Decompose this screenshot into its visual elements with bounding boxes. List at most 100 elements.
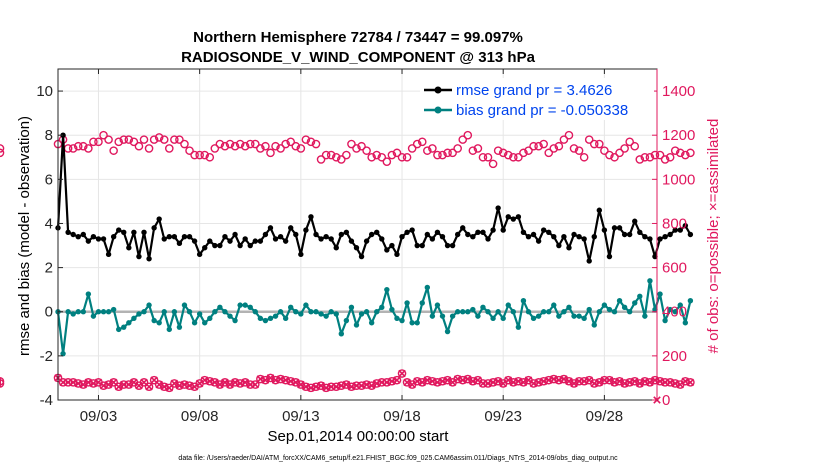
bias-point bbox=[470, 306, 476, 313]
obs-possible-point bbox=[595, 139, 604, 149]
x-stroke bbox=[398, 369, 406, 378]
obs-possible-point bbox=[686, 148, 695, 158]
obs-possible-point bbox=[301, 135, 311, 144]
obs-possible-point bbox=[574, 146, 584, 155]
legend-rmse-marker bbox=[434, 86, 442, 94]
right-tick-label: 800 bbox=[662, 215, 687, 232]
obs-possible-point bbox=[190, 150, 199, 160]
obs-possible-point bbox=[225, 139, 235, 149]
obs-possible-point bbox=[681, 150, 690, 160]
obs-possible-point bbox=[402, 152, 412, 162]
obs-possible-point bbox=[245, 139, 255, 149]
bias-point bbox=[181, 302, 188, 308]
rmse-point bbox=[642, 234, 648, 240]
x-stroke bbox=[565, 377, 573, 386]
obs-possible-point bbox=[625, 137, 634, 147]
rmse-point bbox=[510, 216, 517, 222]
rmse-point bbox=[465, 231, 471, 238]
obs-possible-point bbox=[256, 144, 265, 153]
bias-point bbox=[576, 313, 582, 319]
x-stroke bbox=[342, 380, 351, 389]
rmse-point bbox=[363, 238, 370, 244]
data-file-footnote: data file: /Users/raeder/DAI/ATM_forcXX/… bbox=[178, 455, 618, 462]
rmse-point bbox=[515, 214, 522, 220]
obs-possible-point bbox=[529, 141, 538, 151]
obs-possible-point bbox=[423, 146, 432, 155]
left-tick-label: 4 bbox=[45, 215, 53, 232]
bias-point bbox=[368, 320, 375, 326]
bias-point bbox=[217, 304, 223, 311]
obs-possible-point bbox=[357, 141, 366, 151]
obs-possible-point bbox=[635, 155, 645, 164]
rmse-point bbox=[576, 234, 582, 240]
bias-point bbox=[616, 298, 623, 304]
rmse-point bbox=[257, 238, 264, 244]
rmse-point bbox=[75, 234, 81, 240]
obs-possible-point bbox=[114, 137, 124, 147]
obs-possible-point bbox=[165, 144, 174, 153]
obs-possible-point bbox=[0, 144, 5, 153]
obs-possible-point bbox=[514, 152, 523, 162]
rmse-point bbox=[151, 225, 157, 231]
rmse-point bbox=[540, 227, 547, 233]
bias-point bbox=[454, 309, 461, 315]
bias-point bbox=[682, 320, 689, 326]
right-tick-label: 0 bbox=[662, 392, 670, 409]
bias-point bbox=[308, 309, 314, 315]
obs-assimilated-circle bbox=[392, 375, 402, 385]
obs-possible-point bbox=[665, 152, 675, 162]
rmse-point bbox=[227, 238, 233, 244]
obs-assimilated-circle bbox=[326, 382, 336, 392]
obs-possible-point bbox=[600, 146, 609, 155]
obs-possible-point bbox=[498, 148, 508, 158]
obs-possible-point bbox=[569, 144, 579, 153]
x-stroke bbox=[317, 381, 325, 390]
rmse-point bbox=[424, 231, 431, 238]
obs-possible-point bbox=[240, 141, 250, 151]
obs-assimilated-circle bbox=[149, 375, 159, 385]
legend-bias-marker bbox=[434, 106, 442, 114]
rmse-point bbox=[546, 229, 552, 235]
rmse-point bbox=[212, 242, 218, 249]
x-stroke bbox=[464, 375, 472, 383]
bias-point bbox=[146, 302, 152, 308]
right-tick-label: 1000 bbox=[662, 171, 695, 188]
rmse-point bbox=[222, 234, 228, 240]
rmse-point bbox=[530, 231, 537, 238]
bias-point bbox=[556, 313, 562, 319]
obs-possible-point bbox=[261, 141, 270, 151]
rmse-point bbox=[272, 236, 279, 242]
rmse-point bbox=[621, 231, 628, 238]
obs-possible-point bbox=[483, 152, 493, 162]
obs-assimilated-circle bbox=[686, 378, 695, 387]
rmse-point bbox=[166, 234, 173, 240]
rmse-point bbox=[252, 238, 259, 244]
obs-possible-point bbox=[205, 152, 215, 162]
x-stroke bbox=[297, 380, 305, 389]
bias-point bbox=[277, 309, 284, 315]
bias-point bbox=[495, 309, 501, 315]
bias-point bbox=[566, 304, 572, 311]
bias-point bbox=[561, 309, 567, 315]
bias-point bbox=[257, 315, 264, 322]
rmse-point bbox=[490, 227, 496, 233]
obs-possible-point bbox=[630, 141, 640, 151]
obs-possible-point bbox=[362, 146, 371, 155]
rmse-point bbox=[374, 229, 380, 235]
rmse-point bbox=[439, 234, 446, 240]
obs-assimilated-point bbox=[145, 382, 153, 391]
rmse-point bbox=[191, 238, 198, 244]
bias-point bbox=[414, 320, 420, 326]
bias-point bbox=[379, 304, 385, 311]
obs-possible-point bbox=[124, 135, 134, 144]
rmse-point bbox=[85, 238, 92, 244]
x-tick-label: 09/03 bbox=[80, 408, 118, 425]
obs-possible-point bbox=[564, 130, 574, 140]
right-axis-ticks: 0 200 400 600 800 1000 1200 1400 bbox=[652, 83, 695, 409]
obs-possible-point bbox=[185, 146, 194, 155]
bias-point bbox=[80, 309, 86, 315]
obs-possible-point bbox=[397, 152, 407, 162]
obs-possible-point bbox=[251, 139, 260, 149]
obs-possible-point bbox=[170, 135, 179, 144]
